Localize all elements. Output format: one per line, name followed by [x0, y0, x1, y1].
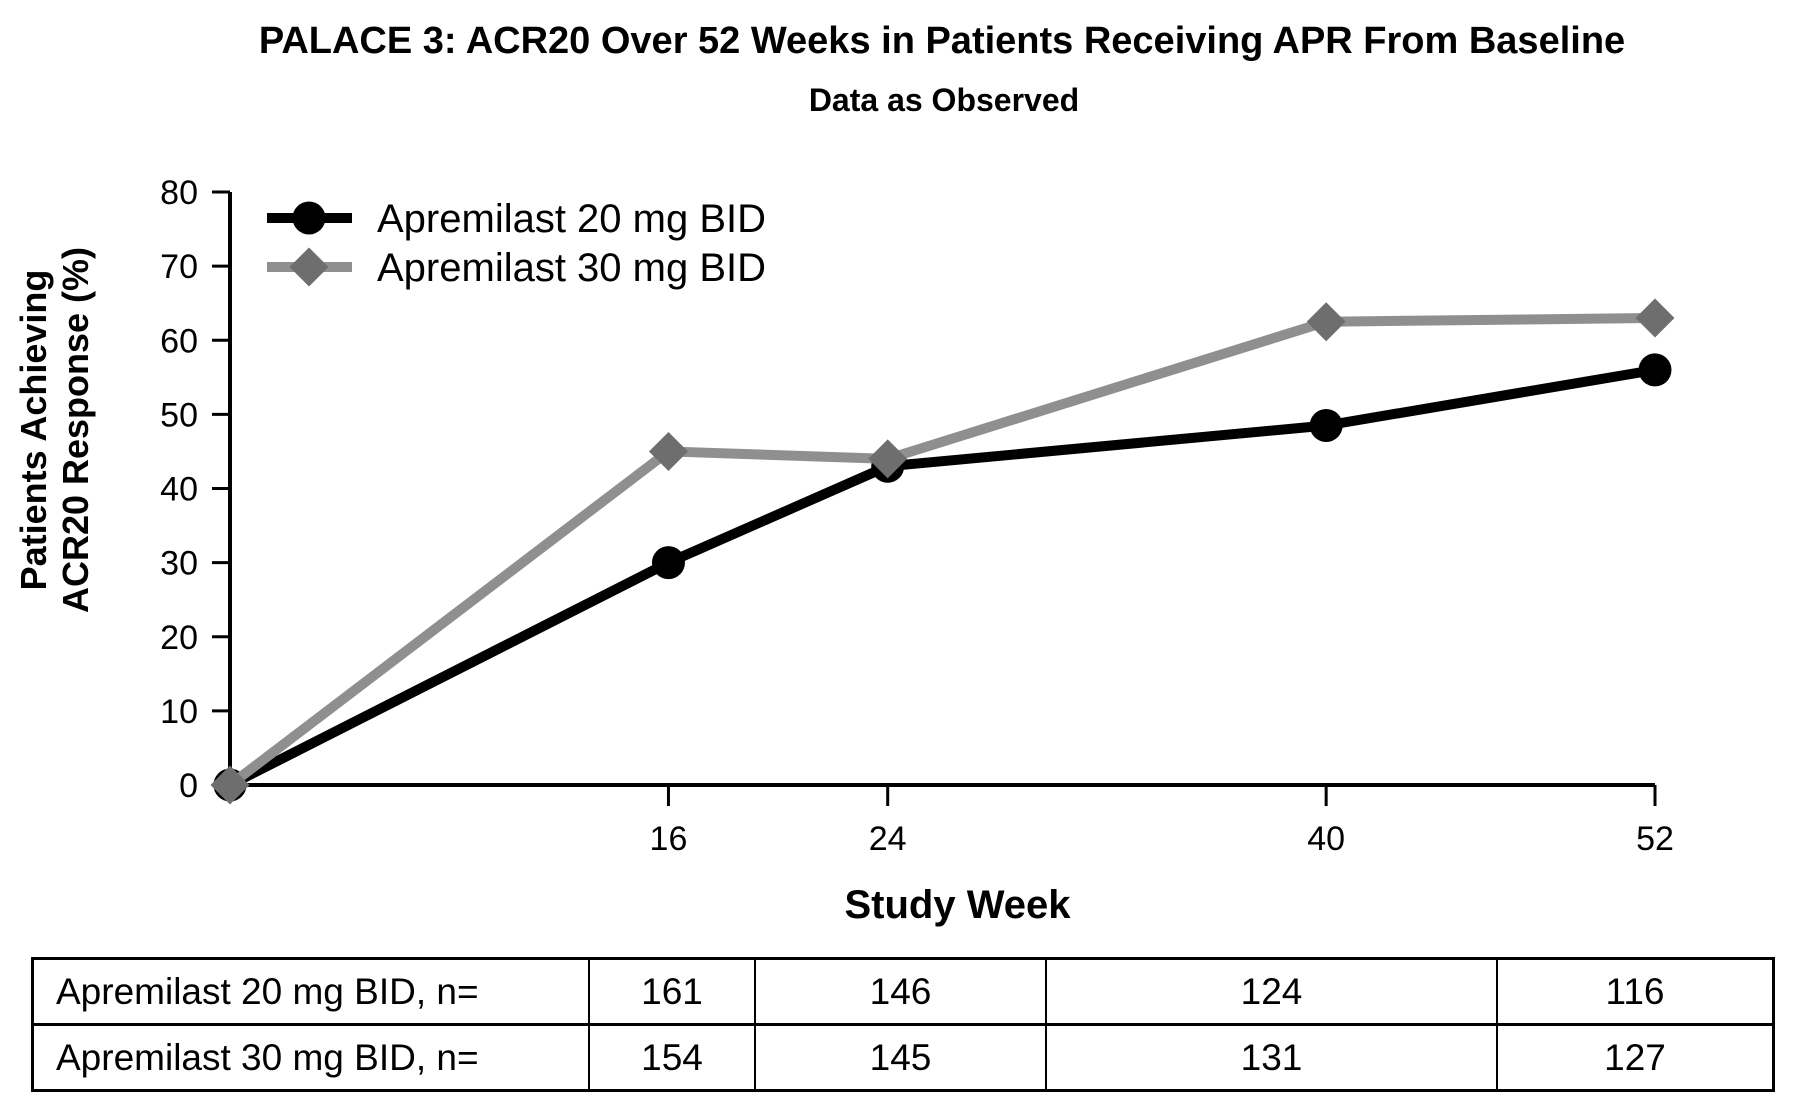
series-line-apremilast-30-mg-bid: [226, 313, 1656, 789]
y-tick-label: 0: [179, 767, 198, 805]
y-tick-label: 70: [160, 248, 198, 286]
y-tick-label: 10: [160, 693, 198, 731]
chart-subtitle: Data as Observed: [808, 82, 1080, 118]
data-point-marker: [210, 765, 250, 805]
n-value-week16: 154: [590, 1026, 756, 1089]
data-point-marker: [868, 439, 908, 479]
table-row: Apremilast 30 mg BID, n= 154 145 131 127: [34, 1026, 1772, 1089]
chart-title: PALACE 3: ACR20 Over 52 Weeks in Patient…: [258, 20, 1626, 62]
data-point-marker: [1638, 353, 1672, 387]
legend-label: Apremilast 20 mg BID: [377, 197, 766, 241]
n-value-week52: 127: [1604, 1036, 1666, 1078]
x-tick-label: 16: [650, 820, 688, 858]
data-point-marker: [1635, 298, 1675, 338]
y-tick-label: 40: [160, 471, 198, 509]
row-label: Apremilast 30 mg BID, n=: [34, 1026, 590, 1089]
n-value-week24: 145: [756, 1026, 1047, 1089]
data-point-marker: [1309, 408, 1343, 442]
n-value-week40: 124: [1047, 960, 1498, 1023]
n-table: Apremilast 20 mg BID, n= 161 146 124 116…: [31, 957, 1775, 1092]
y-tick-label: 50: [160, 396, 198, 434]
x-tick-label: 24: [869, 820, 907, 858]
legend-marker-diamond-icon: [289, 247, 329, 287]
n-value-week52: 116: [1605, 970, 1665, 1012]
table-row: Apremilast 20 mg BID, n= 161 146 124 116: [34, 960, 1772, 1026]
n-value-week40: 131: [1047, 1026, 1498, 1089]
data-point-marker: [651, 546, 685, 580]
y-tick-label: 60: [160, 322, 198, 360]
n-value-week24: 146: [756, 960, 1047, 1023]
y-axis-label-line: ACR20 Response (%): [55, 247, 96, 613]
x-tick-label: 40: [1307, 820, 1345, 858]
y-tick-label: 80: [160, 174, 198, 212]
y-tick-label: 30: [160, 545, 198, 583]
line-chart: 0 10 20 30 40 50 60 70 80 16 24 40 52 Apremilast 20 m…: [13, 174, 1675, 927]
data-point-marker: [1306, 302, 1346, 342]
x-tick-label: 52: [1636, 820, 1674, 858]
data-point-marker: [648, 431, 688, 471]
row-label: Apremilast 20 mg BID, n=: [34, 960, 590, 1023]
n-value-week16: 161: [590, 960, 756, 1023]
legend-marker-circle-icon: [292, 201, 326, 235]
x-axis-label: Study Week: [845, 883, 1072, 927]
series-line-apremilast-20-mg-bid: [227, 364, 1656, 790]
y-axis-label-line: Patients Achieving: [13, 270, 54, 591]
legend-label: Apremilast 30 mg BID: [377, 246, 766, 290]
y-tick-label: 20: [160, 619, 198, 657]
